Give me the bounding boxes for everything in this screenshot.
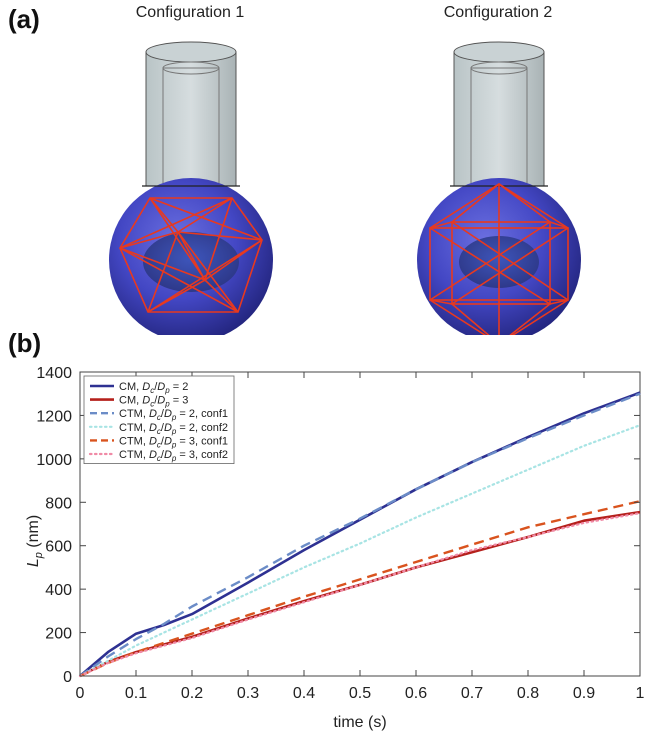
y-tick-label: 1200 xyxy=(36,408,72,425)
y-axis-label: Lp (nm) xyxy=(25,515,45,567)
legend-entry-label: CTM, Dc/Dp = 2, conf1 xyxy=(119,408,228,422)
y-tick-label: 0 xyxy=(63,669,72,686)
plot-area xyxy=(79,371,641,677)
legend-box xyxy=(83,375,235,464)
cage-configuration-1 xyxy=(119,197,263,313)
configuration-2-title: Configuration 2 xyxy=(443,4,553,21)
y-tick-label: 800 xyxy=(45,495,72,512)
x-tick-label: 0.3 xyxy=(237,685,259,702)
x-tick-label: 0.6 xyxy=(405,685,427,702)
x-tick-label: 0 xyxy=(76,685,85,702)
y-tick-label: 200 xyxy=(45,626,72,643)
x-axis-ticks: 0 0.1 0.2 0.3 0.4 0.5 0.6 0.7 0.8 0.9 1 xyxy=(76,372,645,702)
series-line-4 xyxy=(78,424,642,678)
y-tick-label: 400 xyxy=(45,582,72,599)
x-tick-label: 1 xyxy=(636,685,645,702)
x-tick-label: 0.9 xyxy=(573,685,595,702)
y-tick-label: 1400 xyxy=(36,365,72,382)
series-line-5 xyxy=(79,500,641,678)
x-tick-label: 0.8 xyxy=(517,685,539,702)
series-lines xyxy=(78,391,642,678)
panel-b-label: (b) xyxy=(8,328,42,358)
configuration-1-drawing xyxy=(109,41,273,335)
x-tick-label: 0.1 xyxy=(125,685,147,702)
x-tick-label: 0.7 xyxy=(461,685,483,702)
y-tick-label: 600 xyxy=(45,539,72,556)
cylinder-2 xyxy=(453,41,545,187)
configuration-1-title: Configuration 1 xyxy=(135,4,245,21)
series-line-1 xyxy=(79,391,641,677)
legend-entry-label: CTM, Dc/Dp = 3, conf2 xyxy=(119,449,228,463)
y-axis-ticks: 0 200 400 600 800 1000 1200 1400 xyxy=(36,365,640,686)
cylinder-1 xyxy=(145,41,237,187)
plot-frame xyxy=(79,371,641,677)
series-line-6 xyxy=(78,511,642,678)
panel-a-label: (a) xyxy=(8,4,40,34)
legend-entry-label: CM, Dc/Dp = 2 xyxy=(119,381,188,395)
x-tick-label: 0.4 xyxy=(293,685,315,702)
x-tick-label: 0.2 xyxy=(181,685,203,702)
legend-entry-label: CTM, Dc/Dp = 3, conf1 xyxy=(119,435,228,449)
y-tick-label: 1000 xyxy=(36,452,72,469)
series-line-2 xyxy=(79,510,641,678)
cage-configuration-2 xyxy=(429,182,569,335)
x-axis-label: time (s) xyxy=(333,714,386,731)
legend-entry-label: CM, Dc/Dp = 3 xyxy=(119,395,188,409)
x-tick-label: 0.5 xyxy=(349,685,371,702)
configuration-2-drawing xyxy=(417,41,581,335)
legend-entry-label: CTM, Dc/Dp = 2, conf2 xyxy=(119,422,228,436)
series-line-3 xyxy=(79,392,641,677)
configuration-illustrations xyxy=(109,41,581,335)
